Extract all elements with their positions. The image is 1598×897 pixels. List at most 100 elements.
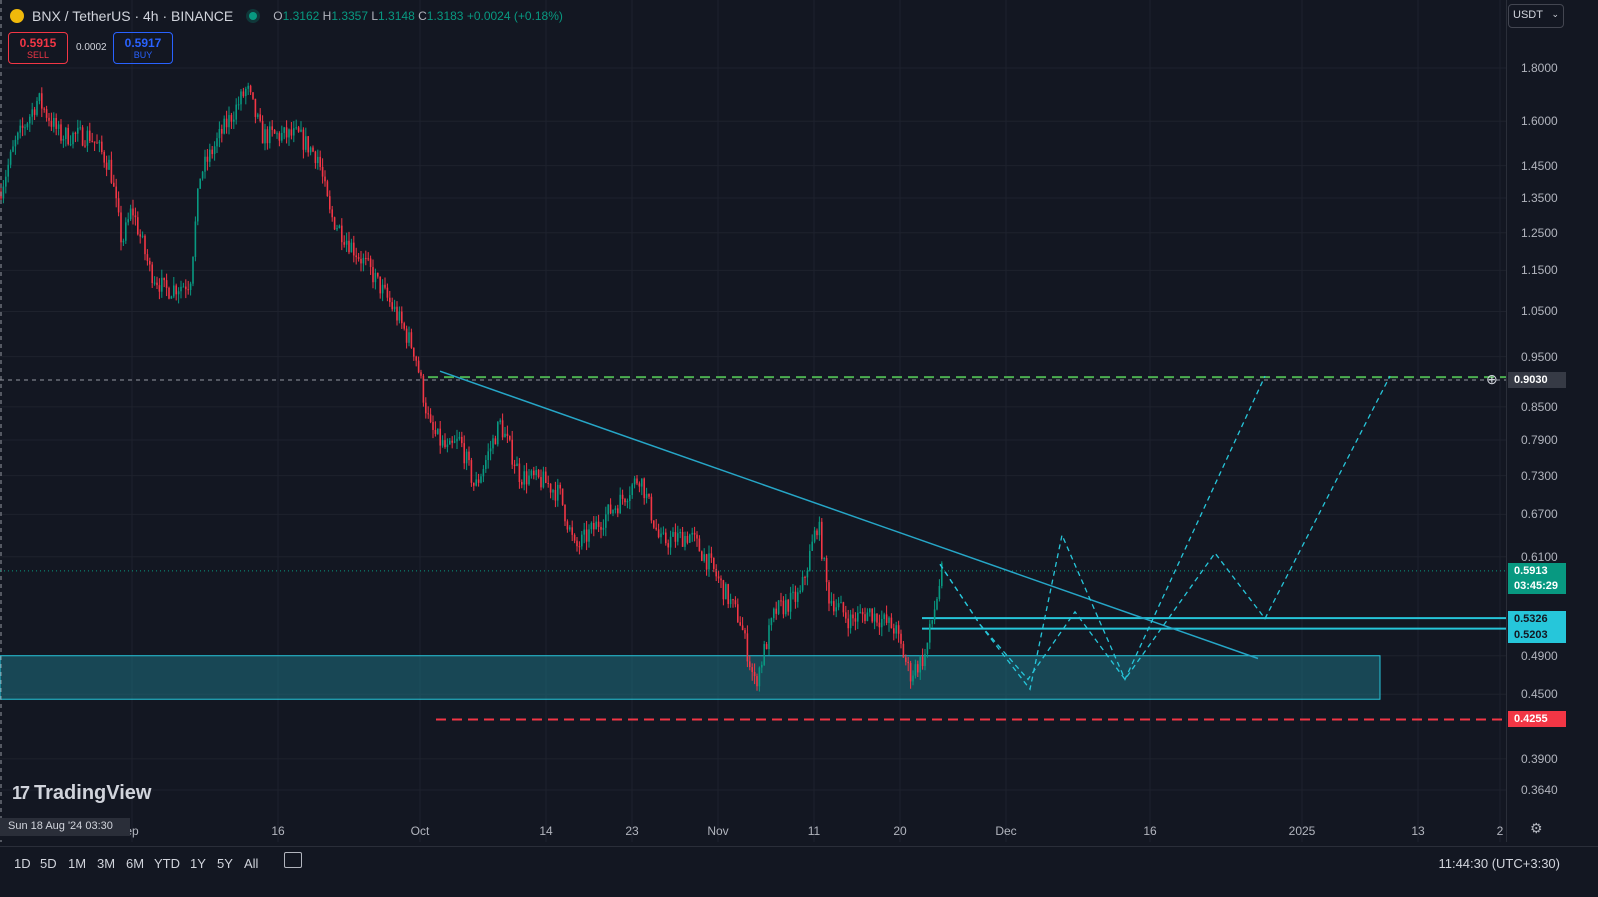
candle-body bbox=[698, 538, 701, 552]
calendar-goto-icon[interactable] bbox=[284, 852, 302, 868]
candle-body bbox=[926, 642, 929, 654]
candle-body bbox=[165, 280, 168, 288]
candle-body bbox=[821, 521, 823, 559]
candle-body bbox=[161, 277, 163, 292]
candle-body bbox=[17, 132, 19, 140]
candle-body bbox=[29, 116, 31, 124]
time-tick-label: 2 bbox=[1496, 824, 1504, 838]
candles bbox=[0, 82, 943, 692]
candle-body bbox=[590, 522, 593, 530]
candle-body bbox=[427, 413, 429, 415]
candle-body bbox=[881, 618, 883, 628]
candle-body bbox=[494, 438, 497, 445]
symbol-title[interactable]: BNX / TetherUS · 4h · BINANCE bbox=[32, 8, 234, 24]
candle-body bbox=[489, 448, 492, 452]
candle-body bbox=[5, 176, 7, 187]
candle-body bbox=[645, 493, 648, 499]
candle-body bbox=[626, 501, 629, 503]
candle-body bbox=[19, 125, 21, 133]
candle-body bbox=[65, 127, 67, 140]
range-button-5y[interactable]: 5Y bbox=[217, 856, 233, 871]
chevron-down-icon: ⌄ bbox=[1551, 9, 1559, 19]
candle-body bbox=[79, 127, 81, 129]
candle-body bbox=[451, 440, 453, 443]
candle-body bbox=[398, 311, 401, 321]
candle-body bbox=[333, 217, 336, 230]
candle-body bbox=[612, 509, 614, 514]
sell-button[interactable]: 0.5915 SELL bbox=[8, 32, 68, 64]
candle-body bbox=[482, 469, 485, 477]
candle-body bbox=[194, 221, 197, 257]
candle-body bbox=[475, 479, 477, 486]
candle-body bbox=[26, 123, 29, 128]
range-button-6m[interactable]: 6M bbox=[126, 856, 145, 871]
candle-body bbox=[7, 164, 9, 177]
candle-body bbox=[461, 436, 463, 444]
candle-body bbox=[249, 85, 252, 93]
candle-body bbox=[765, 644, 768, 649]
projection-path-1 bbox=[939, 375, 1266, 691]
candle-body bbox=[674, 532, 677, 542]
candle-body bbox=[379, 276, 381, 294]
zone-bottom-badge: 0.5203 bbox=[1508, 627, 1566, 643]
candle-body bbox=[672, 532, 674, 537]
candle-body bbox=[413, 347, 415, 357]
candle-body bbox=[218, 128, 221, 139]
candle-body bbox=[350, 242, 353, 253]
candle-body bbox=[909, 663, 912, 682]
range-button-all[interactable]: All bbox=[244, 856, 259, 871]
candle-body bbox=[693, 532, 696, 535]
add-alert-icon[interactable]: ⊕ bbox=[1486, 371, 1498, 387]
candle-body bbox=[813, 530, 816, 542]
low-value: 1.3148 bbox=[378, 9, 415, 23]
candle-body bbox=[511, 439, 513, 465]
candle-body bbox=[357, 257, 360, 259]
candle-body bbox=[578, 546, 581, 548]
price-chart[interactable] bbox=[0, 0, 1506, 842]
high-value: 1.3357 bbox=[331, 9, 369, 23]
buy-button[interactable]: 0.5917 BUY bbox=[113, 32, 173, 64]
price-tick-label: 0.4900 bbox=[1521, 648, 1558, 663]
candle-body bbox=[175, 285, 177, 295]
candle-body bbox=[43, 108, 45, 110]
candle-body bbox=[768, 625, 770, 649]
range-button-1y[interactable]: 1Y bbox=[190, 856, 206, 871]
time-tick-label: 11 bbox=[807, 824, 821, 838]
candle-body bbox=[557, 484, 559, 501]
candle-body bbox=[127, 219, 129, 223]
range-button-3m[interactable]: 3M bbox=[97, 856, 116, 871]
range-button-ytd[interactable]: YTD bbox=[154, 856, 180, 871]
candle-body bbox=[744, 630, 746, 634]
candle-body bbox=[463, 443, 465, 464]
candle-body bbox=[890, 617, 893, 629]
candle-body bbox=[441, 440, 444, 446]
candle-body bbox=[213, 146, 216, 155]
candle-body bbox=[129, 208, 132, 220]
currency-selector[interactable]: USDT ⌄ bbox=[1508, 4, 1564, 28]
candle-body bbox=[878, 622, 881, 628]
price-tick-label: 0.6100 bbox=[1521, 549, 1558, 564]
chart-area[interactable] bbox=[0, 0, 1506, 842]
range-button-1d[interactable]: 1D bbox=[14, 856, 31, 871]
candle-body bbox=[902, 643, 905, 658]
range-button-5d[interactable]: 5D bbox=[40, 856, 57, 871]
candle-body bbox=[513, 464, 516, 467]
price-axis[interactable]: 1.8000 1.6000 1.4500 1.3500 1.2500 1.1500 1.05… bbox=[1506, 0, 1598, 842]
price-tick-label: 1.8000 bbox=[1521, 61, 1558, 75]
candle-body bbox=[259, 114, 261, 121]
range-button-1m[interactable]: 1M bbox=[68, 856, 87, 871]
price-tick-label: 0.7900 bbox=[1521, 432, 1558, 447]
candle-body bbox=[57, 124, 60, 129]
candle-body bbox=[41, 93, 43, 109]
candle-body bbox=[893, 628, 895, 634]
candle-body bbox=[753, 671, 756, 677]
candle-body bbox=[605, 514, 607, 528]
candle-body bbox=[854, 618, 857, 622]
clock[interactable]: 11:44:30 (UTC+3:30) bbox=[1438, 856, 1560, 871]
candle-body bbox=[619, 494, 621, 514]
candle-body bbox=[89, 130, 91, 141]
settings-gear-icon[interactable]: ⚙ bbox=[1530, 820, 1543, 836]
candle-body bbox=[516, 463, 518, 467]
price-tick-label: 0.7300 bbox=[1521, 468, 1558, 483]
candle-body bbox=[245, 88, 247, 97]
